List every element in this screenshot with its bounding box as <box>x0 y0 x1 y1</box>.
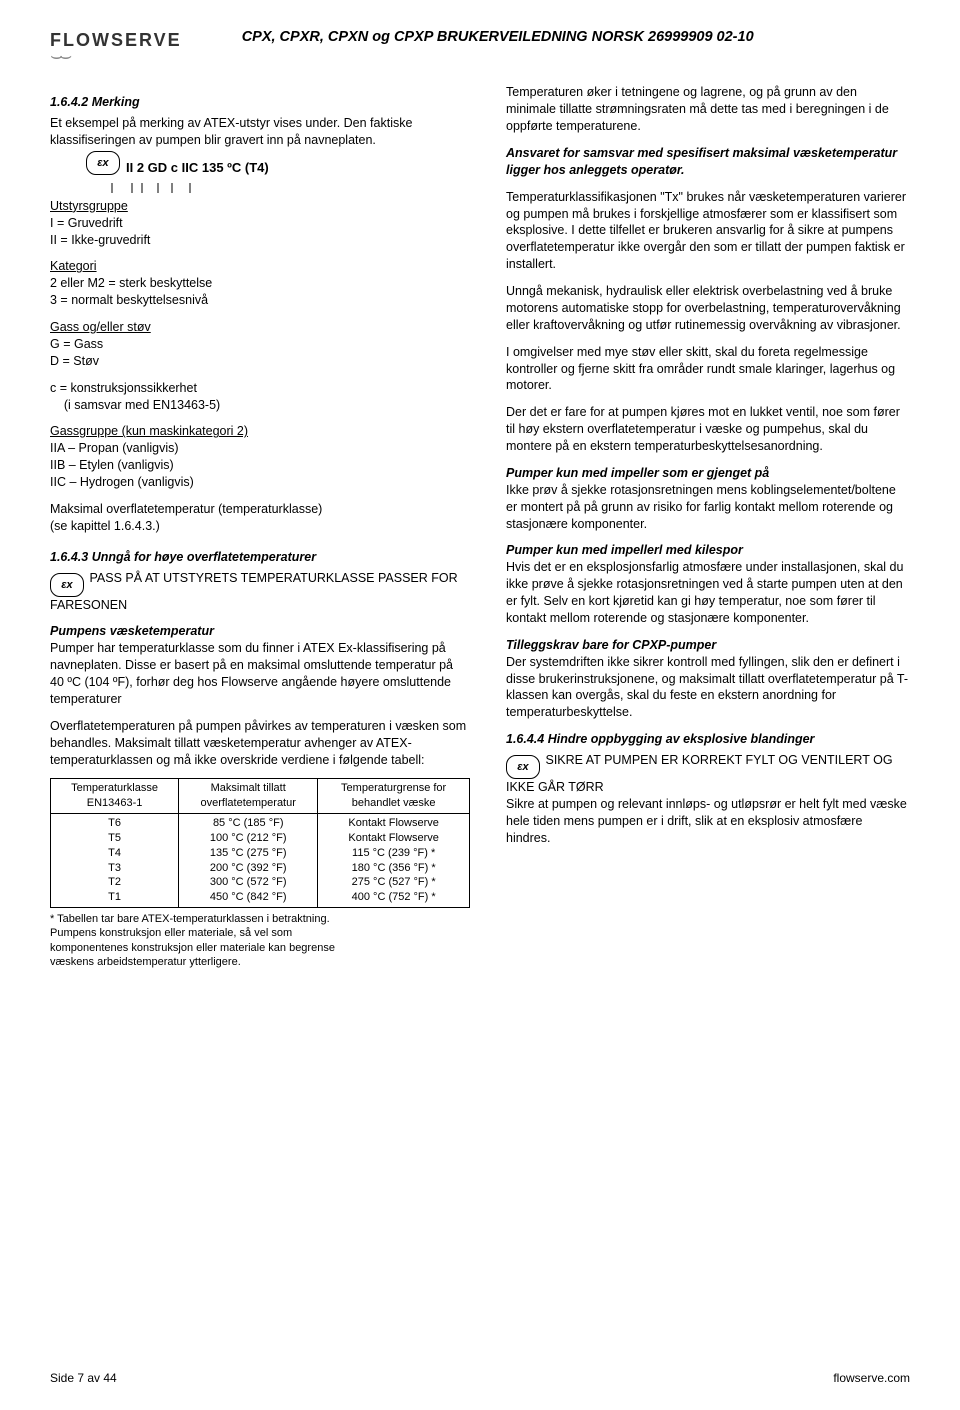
right-p5: I omgivelser med mye støv eller skitt, s… <box>506 344 910 395</box>
category-line2: 3 = normalt beskyttelsesnivå <box>50 292 470 309</box>
table-header-3: Temperaturgrense for behandlet væske <box>318 779 470 814</box>
cpxp-additional-heading: Tilleggskrav bare for CPXP-pumper <box>506 637 910 654</box>
section-1642-title: 1.6.4.2 Merking <box>50 94 470 111</box>
equipment-group-heading: Utstyrsgruppe <box>50 198 470 215</box>
table-footnote: * Tabellen tar bare ATEX-temperaturklass… <box>50 912 470 969</box>
category-block: Kategori 2 eller M2 = sterk beskyttelse … <box>50 258 470 309</box>
table-cell: 85 °C (185 °F)100 °C (212 °F)135 °C (275… <box>179 814 318 908</box>
max-surface-temp-block: Maksimal overflatetemperatur (temperatur… <box>50 501 470 535</box>
page-number: Side 7 av 44 <box>50 1370 117 1386</box>
table-header-1: Temperaturklasse EN13463-1 <box>51 779 179 814</box>
th2-l1: Maksimalt tillatt <box>185 781 311 796</box>
gas-dust-heading: Gass og/eller støv <box>50 319 470 336</box>
gas-dust-block: Gass og/eller støv G = Gass D = Støv <box>50 319 470 370</box>
category-heading: Kategori <box>50 258 470 275</box>
document-title: CPX, CPXR, CPXN og CPXP BRUKERVEILEDNING… <box>242 28 910 48</box>
marking-diagram: εx II 2 GD c IIC 135 ºC (T4) <box>50 159 470 198</box>
th1-l1: Temperaturklasse <box>57 781 172 796</box>
logo-text: FLOWSERVE <box>50 28 182 52</box>
temperature-class-table: Temperaturklasse EN13463-1 Maksimalt til… <box>50 778 470 908</box>
logo-swoosh-icon: ⌣⌣ <box>50 52 68 60</box>
footer-url: flowserve.com <box>833 1370 910 1386</box>
section-1642-intro: Et eksempel på merking av ATEX-utstyr vi… <box>50 115 470 149</box>
section-1644-text: Sikre at pumpen og relevant innløps- og … <box>506 797 907 845</box>
right-p3: Temperaturklassifikasjonen "Tx" brukes n… <box>506 189 910 273</box>
c-line2: (i samsvar med EN13463-5) <box>50 397 470 414</box>
content-columns: 1.6.4.2 Merking Et eksempel på merking a… <box>50 84 910 969</box>
ex-hexagon-icon: εx <box>506 755 540 779</box>
table-header-row: Temperaturklasse EN13463-1 Maksimalt til… <box>51 779 470 814</box>
table-header-2: Maksimalt tillatt overflatetemperatur <box>179 779 318 814</box>
gas-group-block: Gassgruppe (kun maskinkategori 2) IIA – … <box>50 423 470 491</box>
section-1644-warning-text: SIKRE AT PUMPEN ER KORREKT FYLT OG VENTI… <box>506 753 893 794</box>
equipment-group-line2: II = Ikke-gruvedrift <box>50 232 470 249</box>
right-p6: Der det er fare for at pumpen kjøres mot… <box>506 404 910 455</box>
table-row: T6T5T4T3T2T185 °C (185 °F)100 °C (212 °F… <box>51 814 470 908</box>
equipment-group-line1: I = Gruvedrift <box>50 215 470 232</box>
gas-group-line3: IIC – Hydrogen (vanligvis) <box>50 474 470 491</box>
section-1643-title: 1.6.4.3 Unngå for høye overflatetemperat… <box>50 549 470 566</box>
category-line1: 2 eller M2 = sterk beskyttelse <box>50 275 470 292</box>
right-p1: Temperaturen øker i tetningene og lagren… <box>506 84 910 135</box>
page-footer: Side 7 av 44 flowserve.com <box>50 1370 910 1386</box>
max-surface-temp-l1: Maksimal overflatetemperatur (temperatur… <box>50 501 470 518</box>
page-header: FLOWSERVE ⌣⌣ CPX, CPXR, CPXN og CPXP BRU… <box>50 28 910 60</box>
keyway-impeller-text: Hvis det er en eksplosjonsfarlig atmosfæ… <box>506 559 910 627</box>
th2-l2: overflatetemperatur <box>185 796 311 811</box>
right-p2-emphasis: Ansvaret for samsvar med spesifisert mak… <box>506 145 910 179</box>
keyway-impeller-heading: Pumper kun med impellerl med kilespor <box>506 542 910 559</box>
gas-group-heading: Gassgruppe (kun maskinkategori 2) <box>50 423 470 440</box>
pump-liquid-temp-heading: Pumpens væsketemperatur <box>50 623 470 640</box>
table-cell: T6T5T4T3T2T1 <box>51 814 179 908</box>
gas-group-line1: IIA – Propan (vanligvis) <box>50 440 470 457</box>
equipment-group-block: Utstyrsgruppe I = Gruvedrift II = Ikke-g… <box>50 198 470 249</box>
cpxp-additional-text: Der systemdriften ikke sikrer kontroll m… <box>506 654 910 722</box>
construction-safety-block: c = konstruksjonssikkerhet (i samsvar me… <box>50 380 470 414</box>
gas-group-line2: IIB – Etylen (vanligvis) <box>50 457 470 474</box>
c-line1: c = konstruksjonssikkerhet <box>50 380 470 397</box>
th3-l1: Temperaturgrense for <box>324 781 463 796</box>
diagram-connector-icon <box>50 183 470 193</box>
section-1644-body: εx SIKRE AT PUMPEN ER KORREKT FYLT OG VE… <box>506 752 910 847</box>
right-column: Temperaturen øker i tetningene og lagren… <box>506 84 910 969</box>
th1-l2: EN13463-1 <box>57 796 172 811</box>
gas-line1: G = Gass <box>50 336 470 353</box>
max-surface-temp-l2: (se kapittel 1.6.4.3.) <box>50 518 470 535</box>
table-cell: Kontakt FlowserveKontakt Flowserve115 °C… <box>318 814 470 908</box>
threaded-impeller-heading: Pumper kun med impeller som er gjenget p… <box>506 465 910 482</box>
pump-liquid-temp-p2: Overflatetemperaturen på pumpen påvirkes… <box>50 718 470 769</box>
flowserve-logo: FLOWSERVE ⌣⌣ <box>50 28 182 60</box>
section-1643-warning-text: PASS PÅ AT UTSTYRETS TEMPERATURKLASSE PA… <box>50 571 458 612</box>
left-column: 1.6.4.2 Merking Et eksempel på merking a… <box>50 84 470 969</box>
ex-hexagon-icon: εx <box>50 573 84 597</box>
section-1644-title: 1.6.4.4 Hindre oppbygging av eksplosive … <box>506 731 910 748</box>
section-1643-warning: εx PASS PÅ AT UTSTYRETS TEMPERATURKLASSE… <box>50 570 470 614</box>
atex-marking-code: II 2 GD c IIC 135 ºC (T4) <box>126 159 269 177</box>
gas-line2: D = Støv <box>50 353 470 370</box>
pump-liquid-temp-p1: Pumper har temperaturklasse som du finne… <box>50 640 470 708</box>
threaded-impeller-text: Ikke prøv å sjekke rotasjonsretningen me… <box>506 482 910 533</box>
th3-l2: behandlet væske <box>324 796 463 811</box>
right-p4: Unngå mekanisk, hydraulisk eller elektri… <box>506 283 910 334</box>
ex-hexagon-icon: εx <box>86 151 120 175</box>
